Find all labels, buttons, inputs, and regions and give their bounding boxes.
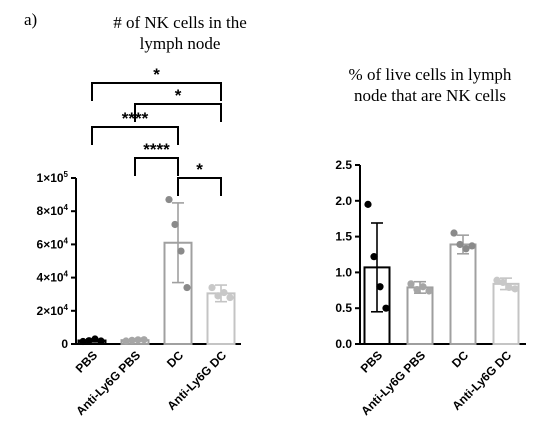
left-significance-bracket [91, 126, 179, 145]
right-data-point [450, 229, 458, 237]
right-chart-title-line-2: node that are NK cells [354, 86, 506, 105]
left-significance-label: **** [122, 109, 149, 128]
left-data-point [134, 336, 142, 344]
left-data-point [183, 283, 191, 292]
right-chart-title-line-1: % of live cells in lymph [348, 65, 512, 84]
left-chart-title-line-1: # of NK cells in the [113, 13, 247, 32]
left-data-point [97, 337, 105, 345]
left-significance-label: * [175, 86, 182, 105]
left-data-point [208, 283, 216, 292]
left-data-point [226, 293, 234, 302]
left-data-point [122, 337, 130, 345]
right-bar [449, 243, 477, 345]
left-data-point [220, 288, 228, 297]
left-data-point [85, 337, 93, 345]
right-data-point [425, 287, 433, 295]
right-data-point [370, 253, 378, 261]
right-data-point [462, 245, 470, 253]
left-data-point [128, 336, 136, 344]
left-y-tick-label: 2×104 [37, 303, 69, 318]
right-data-point [499, 278, 507, 287]
right-y-tick-label: 1.0 [335, 265, 352, 279]
right-y-tick-label: 2.5 [335, 158, 352, 172]
left-chart-title-line-2: lymph node [139, 34, 221, 53]
left-y-tick-label: 0 [61, 337, 68, 351]
right-chart-title: % of live cells in lymph node that are N… [310, 64, 550, 106]
right-data-point [505, 283, 513, 292]
left-data-point [79, 337, 87, 346]
left-y-tick-label: 4×104 [37, 270, 69, 285]
left-data-point [177, 247, 185, 255]
right-bar [492, 282, 520, 345]
left-significance-bracket [177, 177, 222, 196]
left-y-tick-label: 8×104 [37, 203, 69, 218]
right-data-point [382, 304, 390, 312]
right-y-tick-label: 2.0 [335, 194, 352, 208]
right-data-point [413, 285, 421, 294]
left-significance-bracket [134, 103, 222, 122]
left-significance-label: * [196, 160, 203, 179]
left-y-tick-label: 6×104 [37, 236, 69, 251]
right-data-point [376, 283, 384, 291]
left-significance-label: * [153, 65, 160, 84]
left-y-tick-label: 1×105 [37, 170, 69, 185]
right-data-point [468, 242, 476, 250]
left-significance-label: **** [143, 140, 170, 159]
right-data-point [407, 280, 415, 288]
left-data-point [214, 292, 222, 300]
right-category-label: PBS [358, 348, 385, 375]
right-y-tick-label: 0.5 [335, 301, 352, 315]
right-data-point [419, 283, 427, 291]
left-significance-bracket [134, 157, 179, 176]
panel-label: a) [24, 10, 38, 29]
right-data-point [456, 240, 464, 249]
left-significance-bracket [91, 82, 222, 101]
right-y-tick-label: 0.0 [335, 337, 352, 351]
right-data-point [511, 285, 519, 293]
left-data-point [165, 195, 173, 204]
right-data-point [364, 200, 372, 208]
right-data-point [493, 276, 501, 284]
left-chart-title: # of NK cells in the lymph node [60, 12, 300, 54]
right-y-tick-label: 1.5 [335, 230, 352, 244]
left-data-point [171, 220, 179, 229]
left-data-point [140, 336, 148, 344]
right-category-label: DC [449, 348, 471, 370]
left-data-point [91, 335, 99, 343]
right-bar [406, 286, 434, 346]
